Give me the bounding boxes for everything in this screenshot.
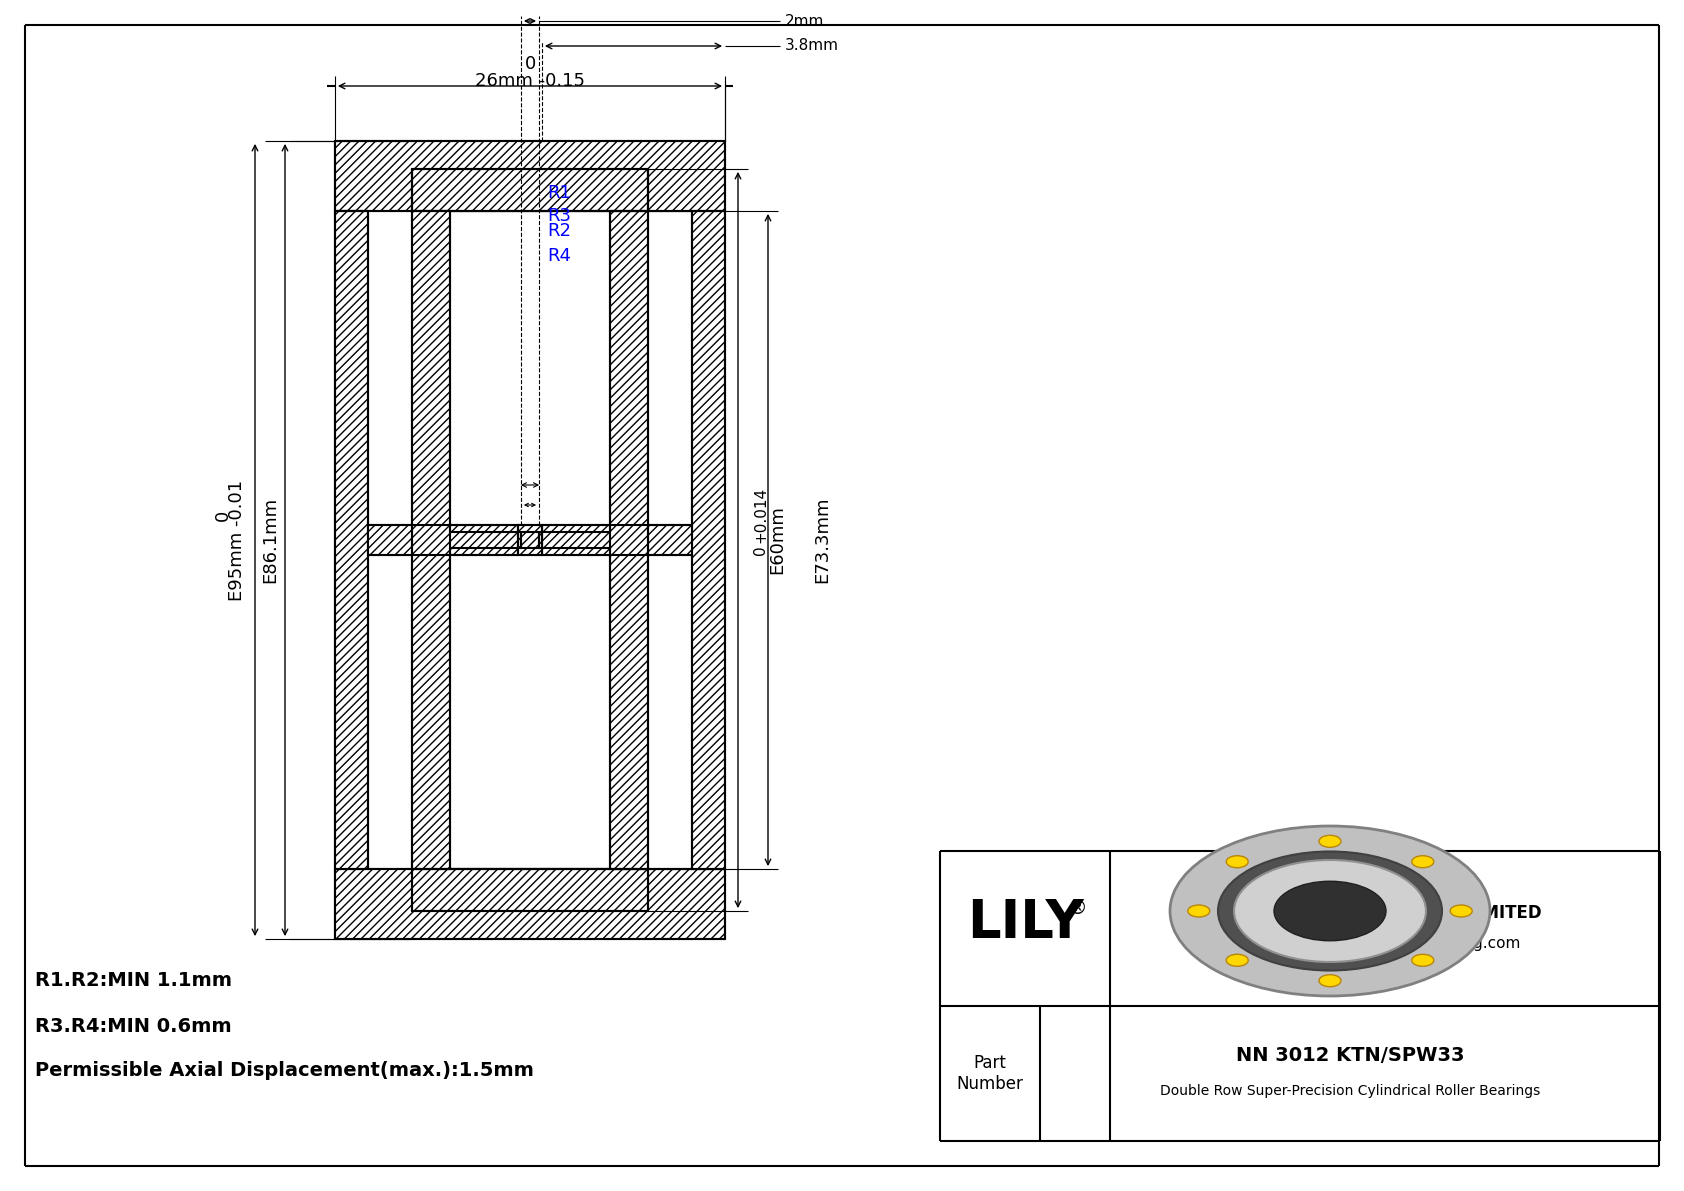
Text: ®: ®: [1068, 899, 1086, 918]
Ellipse shape: [1319, 835, 1340, 847]
Text: NN 3012 KTN/SPW33: NN 3012 KTN/SPW33: [1236, 1046, 1465, 1065]
Ellipse shape: [1218, 852, 1442, 971]
Text: 3.8mm: 3.8mm: [785, 38, 839, 54]
Text: SHANGHAI LILY BEARING LIMITED: SHANGHAI LILY BEARING LIMITED: [1229, 904, 1541, 923]
Ellipse shape: [1319, 974, 1340, 986]
Text: R1: R1: [547, 183, 571, 202]
Text: Ε95mm -0.01: Ε95mm -0.01: [227, 480, 246, 600]
Text: Ε86.1mm: Ε86.1mm: [261, 497, 280, 584]
Polygon shape: [413, 169, 648, 211]
Ellipse shape: [1226, 954, 1248, 966]
Ellipse shape: [1234, 860, 1426, 962]
Text: 0: 0: [214, 510, 232, 520]
Ellipse shape: [1187, 905, 1209, 917]
Text: Permissible Axial Displacement(max.):1.5mm: Permissible Axial Displacement(max.):1.5…: [35, 1061, 534, 1080]
Ellipse shape: [1226, 855, 1248, 868]
Text: R1.R2:MIN 1.1mm: R1.R2:MIN 1.1mm: [35, 972, 232, 991]
Polygon shape: [335, 211, 369, 869]
Polygon shape: [413, 869, 648, 911]
Text: 0: 0: [524, 55, 536, 73]
Polygon shape: [610, 211, 648, 869]
Text: 0: 0: [753, 545, 768, 555]
Text: +0.014: +0.014: [753, 487, 768, 543]
Text: 2mm: 2mm: [785, 13, 825, 29]
Polygon shape: [335, 869, 726, 939]
Text: R3: R3: [547, 207, 571, 225]
Text: 26mm -0.15: 26mm -0.15: [475, 71, 584, 91]
Text: R2: R2: [547, 222, 571, 241]
Ellipse shape: [1411, 954, 1433, 966]
Text: Ε73.3mm: Ε73.3mm: [813, 497, 830, 584]
Polygon shape: [519, 525, 542, 555]
Ellipse shape: [1170, 827, 1490, 996]
Text: R4: R4: [547, 247, 571, 266]
Polygon shape: [520, 532, 539, 548]
Text: Ε60mm: Ε60mm: [768, 505, 786, 574]
Polygon shape: [413, 211, 450, 869]
Polygon shape: [542, 525, 692, 555]
Polygon shape: [335, 141, 726, 211]
Text: R3.R4:MIN 0.6mm: R3.R4:MIN 0.6mm: [35, 1016, 232, 1035]
Text: Double Row Super-Precision Cylindrical Roller Bearings: Double Row Super-Precision Cylindrical R…: [1160, 1085, 1541, 1098]
Ellipse shape: [1275, 881, 1386, 941]
Polygon shape: [369, 525, 519, 555]
Ellipse shape: [1450, 905, 1472, 917]
Text: LILY: LILY: [967, 898, 1083, 949]
Text: Part
Number: Part Number: [957, 1054, 1024, 1093]
Text: Email: lilybearing@lily-bearing.com: Email: lilybearing@lily-bearing.com: [1250, 936, 1521, 952]
Ellipse shape: [1411, 855, 1433, 868]
Polygon shape: [692, 211, 726, 869]
